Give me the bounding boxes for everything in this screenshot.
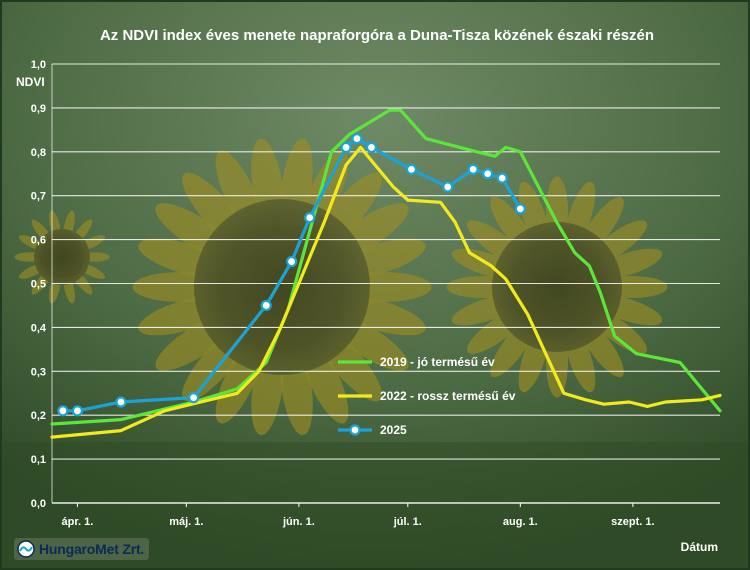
series-2025-marker — [340, 141, 352, 154]
x-tick-label: aug. 1. — [503, 516, 538, 528]
y-tick-labels: 0,0 0,1 0,2 0,3 0,4 0,5 0,6 0,7 0,8 0,9 1,0 — [31, 59, 47, 510]
series-2022-line — [50, 145, 722, 439]
x-tick-label: jún. 1. — [282, 516, 315, 528]
series-2025-marker — [304, 212, 316, 224]
y-tick-label: 0,8 — [31, 147, 46, 159]
x-tick-label: ápr. 1. — [62, 516, 94, 528]
series-2025-marker — [260, 299, 272, 312]
series-2025-marker — [467, 163, 479, 175]
sunflower-background — [2, 138, 748, 568]
y-tick-label: 0,6 — [31, 235, 46, 247]
sunflower-large — [132, 138, 432, 436]
hungaromet-logo-icon — [17, 540, 35, 558]
series-2025-line — [61, 137, 522, 413]
series-2025-marker — [187, 392, 200, 404]
hungaromet-logo: HungaroMet Zrt. — [14, 538, 150, 560]
y-tick-label: 0,0 — [31, 498, 46, 510]
series-2025-marker — [514, 203, 526, 215]
chart-title: Az NDVI index éves menete napraforgóra a… — [100, 27, 654, 44]
foliage-band — [2, 442, 748, 568]
x-tick-label: júl. 1. — [393, 516, 422, 528]
series-2025-marker — [71, 405, 84, 417]
x-tick-label: máj. 1. — [169, 516, 203, 528]
legend-marker — [349, 424, 361, 436]
series-2025-marker — [442, 181, 454, 193]
sunflower-right — [446, 176, 668, 398]
series-2025-marker — [482, 168, 494, 180]
series-2025-marker — [496, 172, 508, 184]
sunflower-left — [14, 210, 110, 304]
legend: 2019 - jó termésű év 2022 - rossz termésű… — [338, 355, 516, 437]
series-2025-marker — [405, 163, 418, 175]
series-lines — [50, 108, 722, 439]
y-tick-label: 0,7 — [31, 191, 46, 203]
x-tick-label: szept. 1. — [611, 516, 654, 528]
y-axis-label: NDVI — [16, 75, 45, 89]
x-tick-labels: ápr. 1. máj. 1. jún. 1. júl. 1. aug. 1. szept… — [62, 503, 655, 528]
y-tick-label: 0,4 — [31, 322, 47, 334]
y-tick-label: 0,9 — [31, 103, 46, 115]
y-tick-label: 0,2 — [31, 410, 46, 422]
series-2025-marker — [57, 405, 69, 417]
y-tick-label: 1,0 — [31, 59, 46, 71]
series-2025-marker — [351, 133, 363, 145]
legend-label: 2022 - rossz termésű év — [380, 389, 516, 403]
y-tick-label: 0,1 — [31, 454, 46, 466]
y-tick-label: 0,3 — [31, 366, 46, 378]
series-2025-marker — [365, 141, 378, 154]
logo-text: HungaroMet Zrt. — [39, 541, 145, 557]
gridlines — [51, 63, 720, 504]
series-2025-marker — [286, 255, 298, 268]
y-tick-label: 0,5 — [31, 279, 46, 291]
series-2025-marker — [115, 396, 127, 408]
legend-label: 2019 - jó termésű év — [380, 355, 495, 369]
x-axis-label: Dátum — [681, 540, 718, 554]
legend-label: 2025 — [380, 423, 407, 437]
